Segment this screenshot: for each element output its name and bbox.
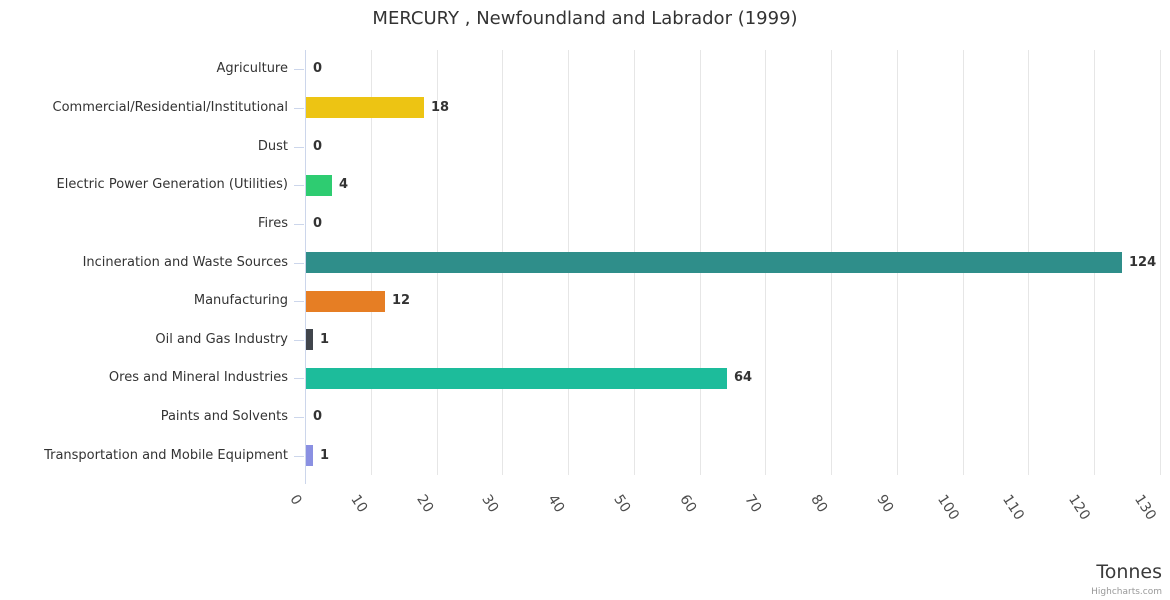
category-tick [294,108,304,109]
category-label: Ores and Mineral Industries [108,370,288,385]
category-tick [294,378,304,379]
value-axis-title: Tonnes [1096,561,1162,583]
category-tick [294,224,304,225]
data-label: 0 [313,409,323,424]
value-axis-tick-label: 40 [544,492,568,516]
chart-title: MERCURY , Newfoundland and Labrador (199… [372,8,798,29]
value-axis-tick-label: 110 [999,492,1028,524]
value-axis-tick-label: 50 [610,492,634,516]
value-axis-tick-label: 30 [478,492,502,516]
bar-incineration-and-waste-sources[interactable] [306,252,1122,273]
value-axis-tick-label: 100 [934,492,963,524]
value-axis-tick-label: 20 [413,492,437,516]
category-label: Electric Power Generation (Utilities) [56,177,288,192]
value-axis-tick-label: 60 [676,492,700,516]
highcharts-credits-link[interactable]: Highcharts.com [1091,587,1162,597]
data-label: 18 [431,100,450,115]
category-label: Commercial/Residential/Institutional [52,100,289,115]
bar-commercial-residential-institutional[interactable] [306,97,424,118]
category-tick [294,147,304,148]
category-label: Manufacturing [193,293,288,308]
category-tick [294,340,304,341]
value-axis-tick-label: 70 [741,492,765,516]
data-label: 0 [313,139,323,154]
value-axis-tick-label: 120 [1065,492,1094,524]
bar-ores-and-mineral-industries[interactable] [306,368,727,389]
data-label: 124 [1129,255,1157,270]
data-label: 12 [392,293,411,308]
category-tick [294,263,304,264]
value-axis-tick-label: 10 [347,492,371,516]
category-tick [294,185,304,186]
value-axis-tick-label: 0 [286,492,305,509]
category-tick [294,456,304,457]
category-axis-line [305,50,306,484]
category-label: Fires [258,216,288,231]
category-label: Dust [257,139,288,154]
category-label: Paints and Solvents [160,409,288,424]
data-label: 0 [313,61,323,76]
data-label: 0 [313,216,323,231]
bar-electric-power-generation-utilities-[interactable] [306,175,332,196]
data-label: 1 [320,448,330,463]
category-label: Transportation and Mobile Equipment [44,448,288,463]
category-tick [294,69,304,70]
value-axis-tick-label: 130 [1131,492,1160,524]
data-label: 64 [734,370,753,385]
bar-oil-and-gas-industry[interactable] [306,329,313,350]
value-axis-tick-label: 80 [807,492,831,516]
gridline [1160,50,1161,475]
bar-manufacturing[interactable] [306,291,385,312]
data-label: 4 [339,177,349,192]
category-label: Agriculture [216,61,289,76]
value-axis-tick-label: 90 [873,492,897,516]
category-tick [294,301,304,302]
category-label: Oil and Gas Industry [155,332,288,347]
bar-transportation-and-mobile-equipment[interactable] [306,445,313,466]
data-label: 1 [320,332,330,347]
category-tick [294,417,304,418]
category-label: Incineration and Waste Sources [82,255,288,270]
